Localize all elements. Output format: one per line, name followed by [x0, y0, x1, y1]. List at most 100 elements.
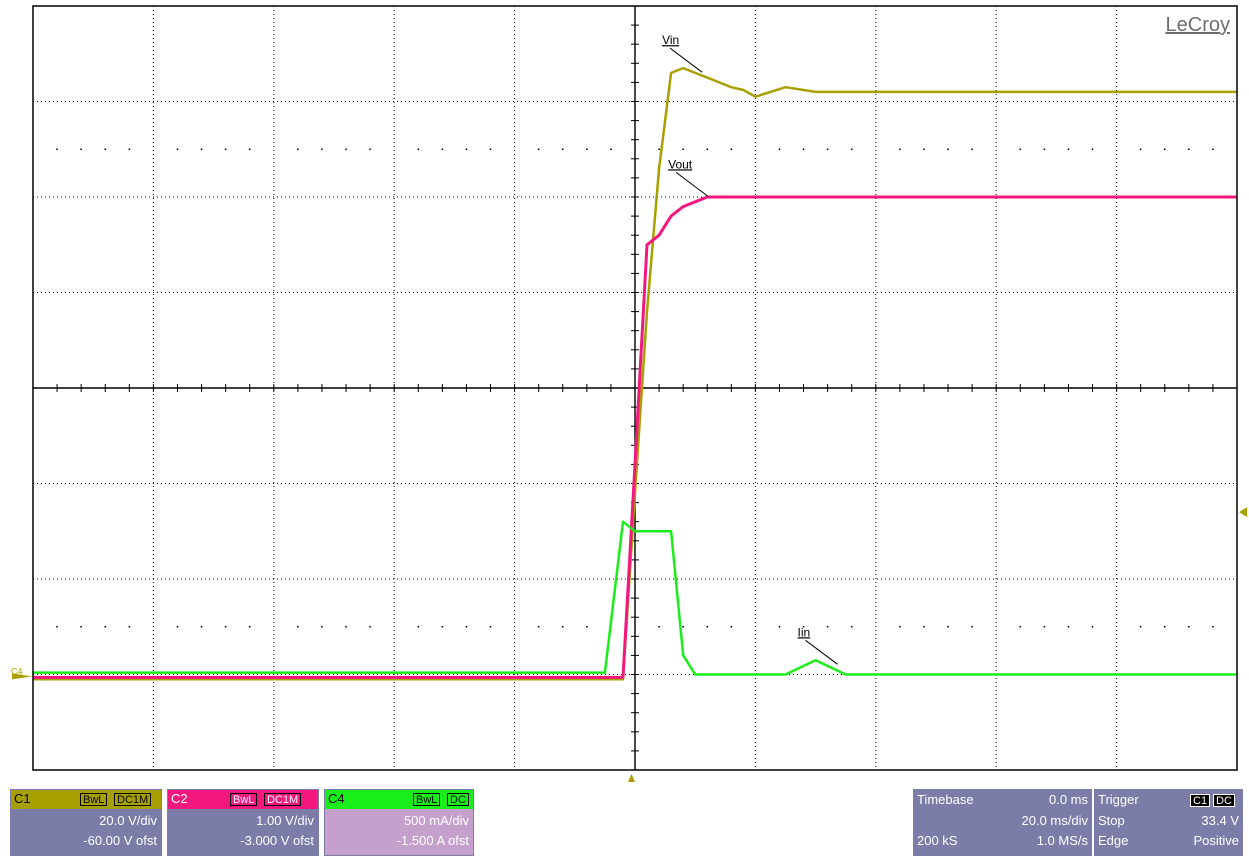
grid-dot	[658, 148, 660, 151]
svg-text:C4: C4	[11, 666, 23, 676]
grid-dot	[104, 148, 107, 151]
grid-dot	[80, 148, 83, 151]
channel-name: C4	[328, 791, 345, 806]
grid-dot	[778, 148, 781, 151]
grid-dot	[1043, 625, 1046, 628]
trigger-slope: Positive	[1193, 833, 1239, 848]
trace-vout	[33, 195, 1237, 679]
grid-dot	[730, 625, 733, 628]
grid-dot	[248, 148, 251, 151]
channel-tag-coupling: DC1M	[114, 793, 152, 806]
grid-dot	[1091, 148, 1094, 151]
grid-dot	[104, 625, 107, 628]
ground-marker-c4: C4	[11, 666, 32, 680]
grid-dot	[1212, 148, 1214, 151]
grid-dot	[898, 148, 901, 151]
grid-dot	[537, 148, 540, 151]
grid-dot	[971, 625, 974, 628]
trigger-type: Edge	[1098, 833, 1129, 848]
trace-label-pointer	[675, 171, 709, 197]
grid-dot	[850, 625, 853, 628]
grid-dot	[826, 625, 829, 628]
grid-dot	[1139, 148, 1142, 151]
grid-dot	[706, 625, 709, 628]
graticule	[33, 6, 1237, 770]
timebase-rate: 1.0 MS/s	[1036, 833, 1088, 848]
grid-dot	[200, 625, 203, 628]
channel-name: C2	[171, 791, 188, 806]
grid-dot	[321, 148, 323, 151]
grid-dot	[802, 625, 805, 628]
channel-scale: 500 mA/div	[403, 813, 469, 828]
traces	[33, 66, 1237, 681]
grid-dot	[128, 625, 131, 628]
grid-dot	[441, 625, 444, 628]
grid-dot	[850, 148, 853, 151]
grid-dot	[923, 148, 925, 151]
trace-iin	[33, 520, 1237, 676]
channel-tag-coupling: DC	[447, 793, 469, 806]
grid-dot	[489, 625, 492, 628]
channel-panel-c2[interactable]: C2 BwL DC1M 1.00 V/div -3.000 V ofst	[167, 789, 319, 856]
grid-dot	[200, 148, 203, 151]
grid-dot	[465, 148, 468, 151]
grid-dot	[658, 625, 660, 628]
channel-tag-bwl: BwL	[230, 793, 258, 806]
trace-vin	[33, 66, 1237, 681]
trigger-panel[interactable]: Trigger C1 DC Stop 33.4 V Edge Positive	[1094, 789, 1243, 856]
trigger-label: Trigger	[1098, 792, 1139, 807]
grid-dot	[778, 625, 781, 628]
grid-dot	[176, 625, 179, 628]
grid-dot	[682, 148, 685, 151]
grid-dot	[585, 148, 588, 151]
grid-dot	[441, 148, 444, 151]
grid-dot	[802, 148, 805, 151]
channel-tag-bwl: BwL	[80, 793, 108, 806]
channel-name: C1	[14, 791, 31, 806]
grid-dot	[947, 625, 949, 628]
channel-offset: -3.000 V ofst	[240, 833, 314, 848]
grid-dot	[826, 148, 829, 151]
grid-dot	[489, 148, 492, 151]
grid-dot	[1187, 625, 1190, 628]
trace-label-pointer	[669, 47, 703, 73]
timebase-label: Timebase	[917, 792, 974, 807]
trigger-coupling-tag: DC	[1213, 794, 1235, 807]
grid-dot	[682, 625, 685, 628]
grid-dot	[537, 625, 540, 628]
grid-dot	[1212, 625, 1214, 628]
timebase-panel[interactable]: Timebase 0.0 ms 20.0 ms/div 200 kS 1.0 M…	[913, 789, 1092, 856]
trigger-source-tag: C1	[1190, 794, 1211, 807]
timebase-scale: 20.0 ms/div	[1021, 813, 1088, 828]
grid-dot	[56, 148, 58, 151]
grid-dot	[1091, 625, 1094, 628]
grid-dot	[1187, 148, 1190, 151]
scope-display: Vin Vout Iin LeCroy C4	[11, 5, 1247, 782]
timebase-delay: 0.0 ms	[1048, 792, 1088, 807]
grid-border	[32, 5, 1238, 771]
grid-dot	[1019, 625, 1022, 628]
grid-dot	[80, 625, 83, 628]
channel-panel-c1[interactable]: C1 BwL DC1M 20.0 V/div -60.00 V ofst	[10, 789, 162, 856]
trigger-mode: Stop	[1098, 813, 1125, 828]
grid-dot	[417, 148, 420, 151]
grid-dot	[224, 625, 227, 628]
grid-dot	[585, 625, 588, 628]
timebase-samples: 200 kS	[917, 833, 958, 848]
trigger-level: 33.4 V	[1201, 813, 1239, 828]
grid-dot	[947, 148, 949, 151]
grid-dot	[56, 625, 58, 628]
channel-panel-c4[interactable]: C4 BwL DC 500 mA/div -1.500 A ofst	[324, 789, 474, 856]
grid-dot	[1043, 148, 1046, 151]
channel-offset: -60.00 V ofst	[83, 833, 157, 848]
grid-dot	[1163, 148, 1166, 151]
channel-tag-bwl: BwL	[413, 793, 441, 806]
channel-scale: 20.0 V/div	[99, 813, 157, 828]
grid-dot	[561, 625, 564, 628]
grid-dot	[610, 148, 612, 151]
grid-dot	[1163, 625, 1166, 628]
grid-dot	[128, 148, 131, 151]
grid-dot	[321, 625, 323, 628]
grid-dot	[923, 625, 925, 628]
trigger-level-marker	[1239, 507, 1247, 518]
